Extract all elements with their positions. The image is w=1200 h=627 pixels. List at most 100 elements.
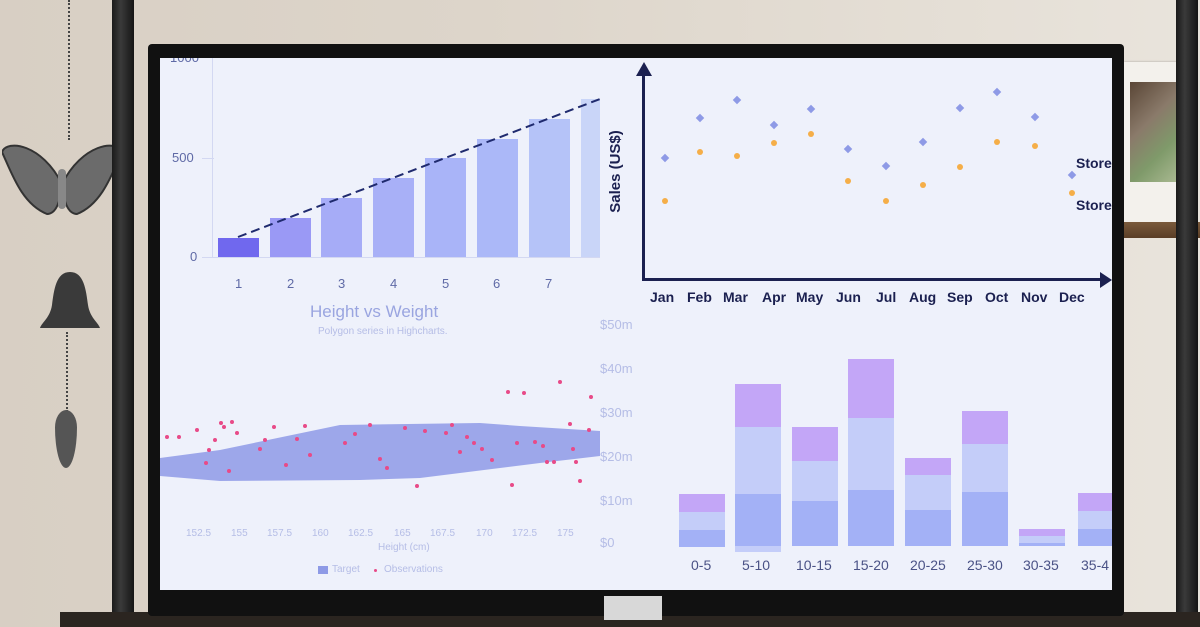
observation-point[interactable] — [403, 426, 407, 430]
observation-point[interactable] — [587, 428, 591, 432]
bar-25-30-s2[interactable] — [962, 444, 1008, 492]
observation-point[interactable] — [490, 458, 494, 462]
observation-point[interactable] — [177, 435, 181, 439]
legend-observations[interactable]: Observations — [384, 564, 443, 575]
store1-point-sep[interactable] — [955, 103, 965, 113]
bar-35-40-s3[interactable] — [1078, 493, 1112, 511]
bar-20-25-s3[interactable] — [905, 458, 951, 475]
store1-point-jun[interactable] — [843, 144, 853, 154]
bar-0-5-s2[interactable] — [679, 512, 725, 530]
store2-point-feb[interactable] — [697, 149, 703, 155]
observation-point[interactable] — [450, 423, 454, 427]
store2-point-mar[interactable] — [734, 153, 740, 159]
store2-point-aug[interactable] — [920, 182, 926, 188]
bar-6[interactable] — [477, 139, 518, 257]
observation-point[interactable] — [284, 463, 288, 467]
bar-20-25-s1[interactable] — [905, 510, 951, 546]
observation-point[interactable] — [545, 460, 549, 464]
bar-0-5-s1[interactable] — [679, 530, 725, 547]
observation-point[interactable] — [533, 440, 537, 444]
observation-point[interactable] — [303, 424, 307, 428]
observation-point[interactable] — [353, 432, 357, 436]
observation-point[interactable] — [272, 425, 276, 429]
observation-point[interactable] — [578, 479, 582, 483]
bar-15-20-s2[interactable] — [848, 418, 894, 490]
observation-point[interactable] — [568, 422, 572, 426]
bar-10-15-s2[interactable] — [792, 461, 838, 501]
observation-point[interactable] — [552, 460, 556, 464]
bar-5[interactable] — [425, 158, 466, 257]
store1-point-oct[interactable] — [992, 87, 1002, 97]
observation-point[interactable] — [219, 421, 223, 425]
observation-point[interactable] — [472, 441, 476, 445]
store2-point-jun[interactable] — [845, 178, 851, 184]
observation-point[interactable] — [423, 429, 427, 433]
observation-point[interactable] — [541, 444, 545, 448]
bar-30-35-s1[interactable] — [1019, 543, 1065, 546]
bar-10-15-s1[interactable] — [792, 501, 838, 546]
observation-point[interactable] — [227, 469, 231, 473]
target-polygon[interactable] — [160, 298, 600, 590]
observation-point[interactable] — [522, 391, 526, 395]
store1-point-mar[interactable] — [732, 95, 742, 105]
bar-2[interactable] — [270, 218, 311, 257]
observation-point[interactable] — [465, 435, 469, 439]
bar-15-20-s1[interactable] — [848, 490, 894, 546]
store1-point-nov[interactable] — [1030, 112, 1040, 122]
bar-15-20-s3[interactable] — [848, 359, 894, 418]
observation-point[interactable] — [230, 420, 234, 424]
observation-point[interactable] — [458, 450, 462, 454]
observation-point[interactable] — [258, 447, 262, 451]
observation-point[interactable] — [368, 423, 372, 427]
store2-point-may[interactable] — [808, 131, 814, 137]
bar-5-10-s2[interactable] — [735, 427, 781, 494]
observation-point[interactable] — [213, 438, 217, 442]
bar-20-25-s2[interactable] — [905, 475, 951, 510]
store1-point-apr[interactable] — [769, 120, 779, 130]
bar-5-10-s3[interactable] — [735, 384, 781, 427]
store2-point-oct[interactable] — [994, 139, 1000, 145]
store1-point-may[interactable] — [806, 104, 816, 114]
bar-7[interactable] — [529, 119, 570, 257]
observation-point[interactable] — [295, 437, 299, 441]
legend-target[interactable]: Target — [332, 564, 360, 575]
observation-point[interactable] — [195, 428, 199, 432]
bar-5-10-s1[interactable] — [735, 494, 781, 546]
observation-point[interactable] — [204, 461, 208, 465]
observation-point[interactable] — [165, 435, 169, 439]
observation-point[interactable] — [515, 441, 519, 445]
store2-point-dec[interactable] — [1069, 190, 1075, 196]
bar-25-30-s1[interactable] — [962, 492, 1008, 546]
store1-point-jul[interactable] — [881, 161, 891, 171]
observation-point[interactable] — [378, 457, 382, 461]
observation-point[interactable] — [589, 395, 593, 399]
observation-point[interactable] — [510, 483, 514, 487]
observation-point[interactable] — [574, 460, 578, 464]
store2-point-jul[interactable] — [883, 198, 889, 204]
observation-point[interactable] — [222, 425, 226, 429]
bar-35-40-s2[interactable] — [1078, 511, 1112, 529]
observation-point[interactable] — [558, 380, 562, 384]
bar-30-35-s2[interactable] — [1019, 536, 1065, 543]
bar-35-40-s1[interactable] — [1078, 529, 1112, 546]
bar-4[interactable] — [373, 178, 414, 257]
observation-point[interactable] — [308, 453, 312, 457]
observation-point[interactable] — [444, 431, 448, 435]
store2-point-jan[interactable] — [662, 198, 668, 204]
observation-point[interactable] — [571, 447, 575, 451]
observation-point[interactable] — [385, 466, 389, 470]
store1-point-jan[interactable] — [660, 153, 670, 163]
store1-point-dec[interactable] — [1067, 170, 1077, 180]
bar-30-35-s3[interactable] — [1019, 529, 1065, 536]
store1-point-aug[interactable] — [918, 137, 928, 147]
observation-point[interactable] — [480, 447, 484, 451]
bar-25-30-s3[interactable] — [962, 411, 1008, 444]
store1-point-feb[interactable] — [695, 113, 705, 123]
observation-point[interactable] — [343, 441, 347, 445]
observation-point[interactable] — [415, 484, 419, 488]
bar-1[interactable] — [218, 238, 259, 257]
observation-point[interactable] — [506, 390, 510, 394]
store2-point-sep[interactable] — [957, 164, 963, 170]
bar-8[interactable] — [581, 99, 600, 257]
bar-0-5-s3[interactable] — [679, 494, 725, 512]
